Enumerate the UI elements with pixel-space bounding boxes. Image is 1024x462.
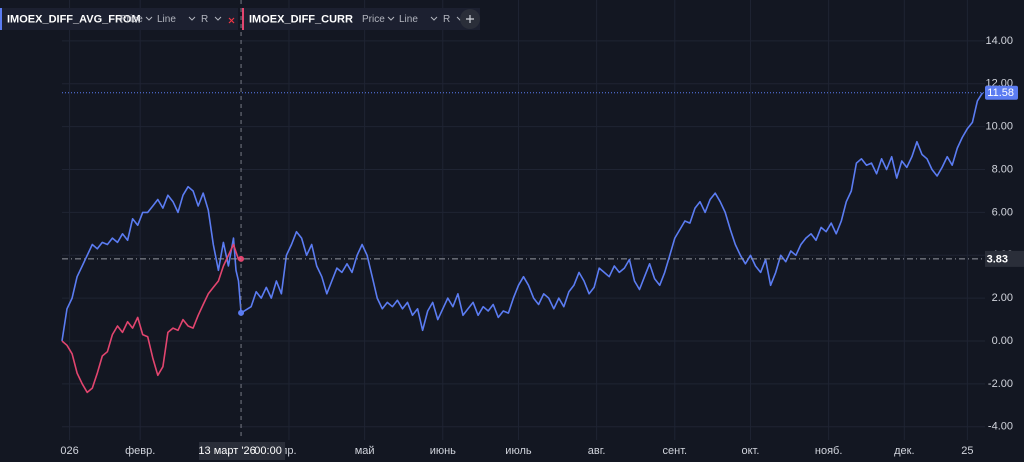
y-tick-label: 10.00 [985, 121, 1013, 133]
x-tick-label: сент. [663, 445, 688, 457]
x-tick-label: пр. [281, 445, 296, 457]
plot [61, 0, 985, 440]
legend-control[interactable]: Line [399, 14, 418, 25]
legend-swatch [242, 8, 244, 30]
y-tick-label: -2.00 [988, 378, 1013, 390]
x-tick-label: 25 [961, 445, 973, 457]
chevron [430, 16, 438, 21]
x-tick-label: окт. [741, 445, 759, 457]
crosshair-time: 00:00 [254, 445, 282, 457]
last-value-label: 11.58 [987, 87, 1014, 99]
series-line [61, 243, 242, 394]
y-tick-label: 6.00 [992, 206, 1013, 218]
y-tick-label: 0.00 [992, 335, 1013, 347]
chevron [188, 16, 196, 21]
x-tick-label: июль [505, 445, 532, 457]
x-tick-label: 026 [60, 445, 78, 457]
add-icon [466, 15, 474, 23]
legend-control[interactable]: Price [120, 14, 143, 25]
crosshair-dot [238, 309, 245, 316]
crosshair-date: 13 март '26 [198, 445, 255, 457]
x-tick-label: нояб. [815, 445, 843, 457]
axis: 14.0012.0010.008.006.004.002.000.00-2.00… [60, 35, 1024, 460]
y-tick-label: 14.00 [985, 35, 1013, 47]
x-tick-label: июнь [430, 445, 456, 457]
crosshair-dot [238, 255, 245, 262]
legend-name: IMOEX_DIFF_AVG_FROM [7, 13, 141, 25]
chevron [145, 16, 153, 21]
remove-icon[interactable] [228, 17, 235, 24]
chevron [387, 16, 395, 21]
chevron [214, 16, 222, 21]
legend-control[interactable]: R [201, 14, 208, 25]
legend-control[interactable]: Line [157, 14, 176, 25]
x-tick-label: дек. [894, 445, 914, 457]
legend-background[interactable] [0, 8, 238, 30]
y-tick-label: -4.00 [988, 421, 1013, 433]
crosshair-value-label: 3.83 [987, 253, 1008, 265]
legend-name: IMOEX_DIFF_CURR [249, 13, 353, 25]
y-tick-label: 2.00 [992, 292, 1013, 304]
series-line [61, 92, 984, 342]
legend-control[interactable]: Price [362, 14, 385, 25]
last-value-badge [985, 85, 1018, 100]
x-tick-label: авг. [588, 445, 606, 457]
x-tick-label: май [355, 445, 375, 457]
crosshair-date-badge [199, 442, 286, 460]
x-tick-label: февр. [125, 445, 155, 457]
legend-swatch [0, 8, 2, 30]
legend-background[interactable] [242, 8, 480, 30]
y-tick-label: 8.00 [992, 163, 1013, 175]
legend-control[interactable]: R [443, 14, 450, 25]
crosshair-value-badge [985, 250, 1024, 267]
